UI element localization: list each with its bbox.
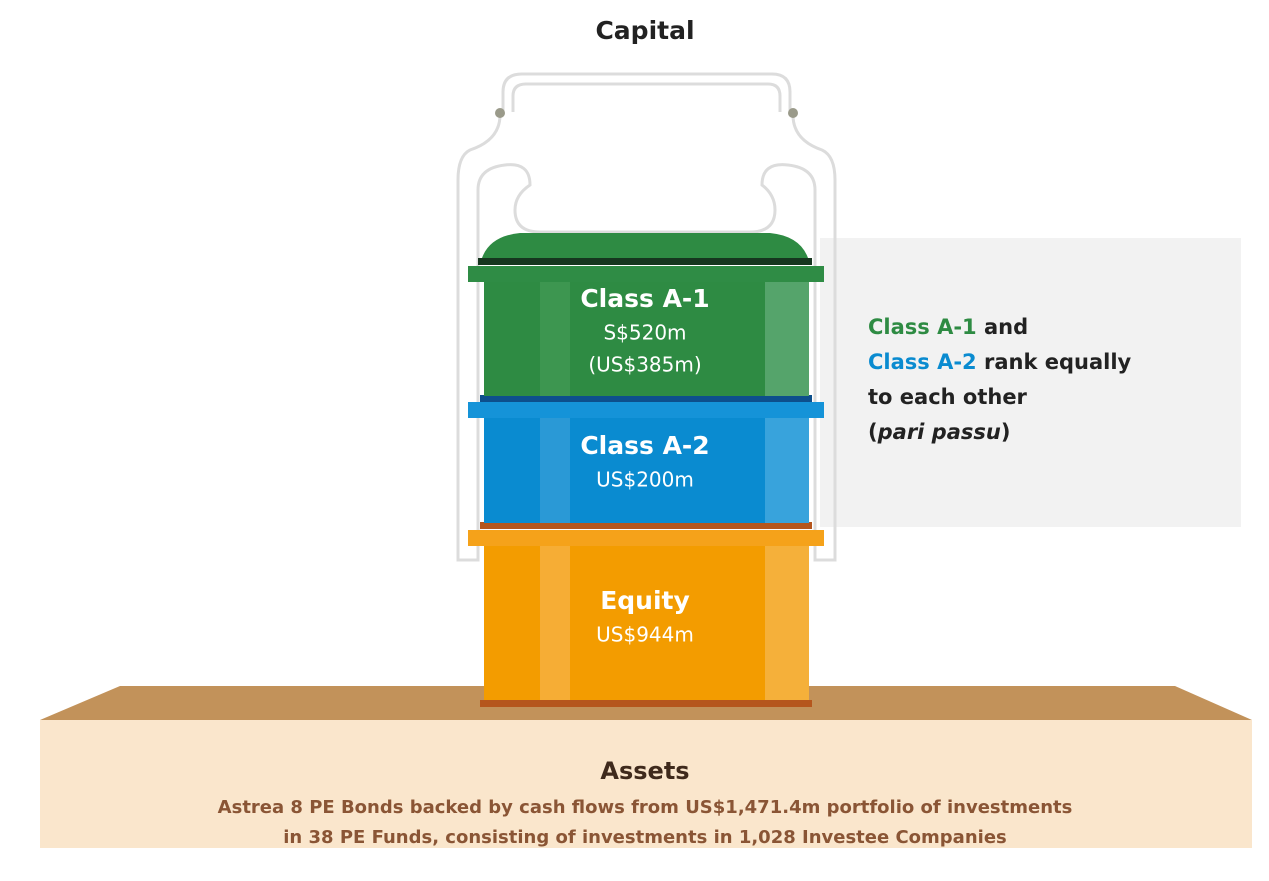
tier-amount: (US$385m) [588,353,701,377]
note-panel [820,238,1241,527]
rim [468,530,824,546]
tier-name: Class A-2 [580,431,709,460]
shine [540,530,570,702]
rivet [788,108,798,118]
lid [482,233,808,258]
shine [540,268,570,396]
tier-amount: US$200m [596,468,694,492]
infographic: Capital Class A-1 S$520m (US$385m) Class A-… [0,0,1269,877]
note-text: to each other [868,385,1028,409]
shine [765,268,809,396]
rim [468,402,824,418]
tier-body [484,530,809,702]
tier-name: Equity [600,586,690,615]
rim [468,266,824,282]
title: Capital [595,16,694,45]
tier-amount: S$520m [603,321,686,345]
base-line: in 38 PE Funds, consisting of investment… [283,827,1007,848]
base-title: Assets [600,757,689,785]
base-line: Astrea 8 PE Bonds backed by cash flows f… [218,797,1073,818]
rivet [495,108,505,118]
note-text: rank equally [977,350,1132,374]
note-text: ) [1001,420,1011,444]
shine [765,402,809,523]
shine [765,530,809,702]
rim [480,522,812,529]
tier-name: Class A-1 [580,284,709,313]
tier-amount: US$944m [596,623,694,647]
note-text: pari passu [877,420,1001,444]
shine [540,402,570,523]
note-text: Class A-1 [868,315,977,339]
lid-rim [478,258,812,265]
rim [480,700,812,707]
note-text: ( [868,420,878,444]
note-text: and [977,315,1028,339]
tier-body [484,402,809,523]
note-text: Class A-2 [868,350,977,374]
rim [480,395,812,402]
